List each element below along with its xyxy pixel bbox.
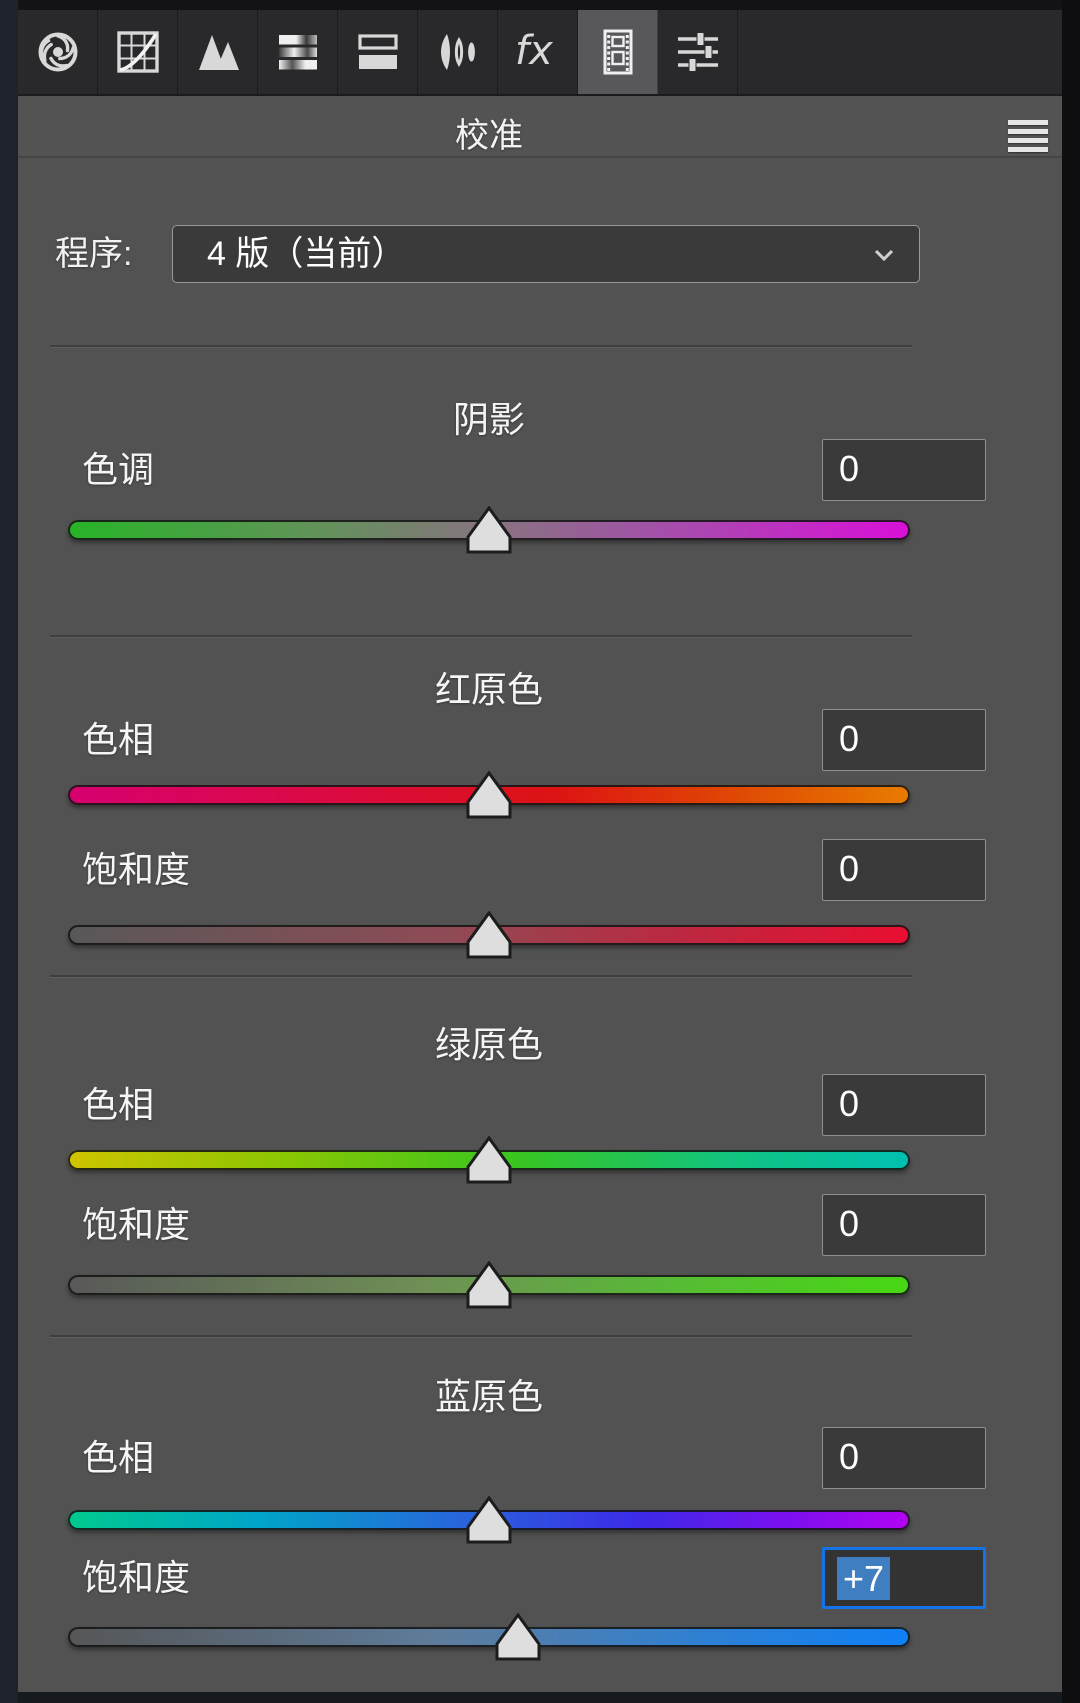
slider-label-red-hue: 色相 bbox=[82, 719, 155, 760]
slider-label-tint: 色调 bbox=[82, 449, 155, 490]
section-divider bbox=[50, 345, 912, 347]
blue-hue-value-field[interactable]: 0 bbox=[822, 1427, 986, 1489]
film-strip-icon bbox=[595, 27, 641, 77]
panel-tabs: fx bbox=[18, 10, 738, 94]
detail-icon bbox=[195, 29, 241, 75]
tab-hsl-grayscale[interactable] bbox=[258, 10, 338, 94]
green-saturation-value-field[interactable]: 0 bbox=[822, 1194, 986, 1256]
panel-title-bar: 校准 bbox=[18, 96, 1062, 158]
panel-toolbar: fx bbox=[18, 10, 1062, 96]
slider-label-green-saturation: 饱和度 bbox=[82, 1204, 191, 1245]
blue-saturation-slider-track[interactable] bbox=[68, 1612, 910, 1661]
aperture-icon bbox=[35, 29, 81, 75]
blue-saturation-slider-thumb[interactable] bbox=[493, 1612, 543, 1661]
red-saturation-value-field[interactable]: 0 bbox=[822, 839, 986, 901]
red-hue-value-field[interactable]: 0 bbox=[822, 709, 986, 771]
tint-value-field[interactable]: 0 bbox=[822, 439, 986, 501]
tab-basic[interactable] bbox=[18, 10, 98, 94]
process-label: 程序: bbox=[55, 235, 133, 273]
process-version-dropdown[interactable]: 4 版（当前） bbox=[172, 225, 920, 283]
fx-icon: fx bbox=[512, 29, 564, 75]
tab-camera-calibration[interactable] bbox=[578, 10, 658, 94]
green-hue-value: 0 bbox=[839, 1083, 860, 1124]
split-toning-icon bbox=[355, 29, 401, 75]
blue-hue-slider-track[interactable] bbox=[68, 1495, 910, 1544]
panel-right-edge bbox=[1062, 0, 1080, 1703]
red-hue-slider-track[interactable] bbox=[68, 770, 910, 819]
green-hue-value-field[interactable]: 0 bbox=[822, 1074, 986, 1136]
slider-label-blue-saturation: 饱和度 bbox=[82, 1557, 191, 1598]
tab-presets[interactable] bbox=[658, 10, 738, 94]
hsl-bars-icon bbox=[275, 29, 321, 75]
green-saturation-slider-track[interactable] bbox=[68, 1260, 910, 1309]
tab-lens-corrections[interactable] bbox=[418, 10, 498, 94]
red-saturation-slider-thumb[interactable] bbox=[464, 910, 514, 959]
section-title-blue-primary: 蓝原色 bbox=[434, 1376, 543, 1417]
process-version-value: 4 版（当前） bbox=[207, 235, 406, 273]
tab-effects[interactable]: fx bbox=[498, 10, 578, 94]
tab-split-toning[interactable] bbox=[338, 10, 418, 94]
blue-saturation-value-field[interactable]: +7 bbox=[822, 1547, 986, 1609]
tab-tone-curve[interactable] bbox=[98, 10, 178, 94]
section-title-red-primary: 红原色 bbox=[434, 669, 543, 710]
tint-value: 0 bbox=[839, 448, 860, 489]
section-divider bbox=[50, 1335, 912, 1337]
tint-slider-thumb[interactable] bbox=[464, 505, 514, 554]
slider-label-red-saturation: 饱和度 bbox=[82, 849, 191, 890]
slider-label-blue-hue: 色相 bbox=[82, 1437, 155, 1478]
toolbar-top-strip bbox=[18, 0, 1062, 10]
blue-hue-value: 0 bbox=[839, 1436, 860, 1477]
calibration-panel: fx bbox=[18, 0, 1062, 1692]
chevron-down-icon bbox=[873, 248, 895, 267]
red-saturation-slider-track[interactable] bbox=[68, 910, 910, 959]
fx-label: fx bbox=[515, 29, 553, 74]
sliders-icon bbox=[675, 29, 721, 75]
tab-detail[interactable] bbox=[178, 10, 258, 94]
section-divider bbox=[50, 975, 912, 977]
green-hue-slider-track[interactable] bbox=[68, 1135, 910, 1184]
green-saturation-value: 0 bbox=[839, 1203, 860, 1244]
lens-icon bbox=[435, 29, 481, 75]
red-hue-value: 0 bbox=[839, 718, 860, 759]
green-saturation-slider-thumb[interactable] bbox=[464, 1260, 514, 1309]
red-saturation-value: 0 bbox=[839, 848, 860, 889]
hamburger-menu-icon[interactable] bbox=[1008, 120, 1048, 152]
slider-label-green-hue: 色相 bbox=[82, 1084, 155, 1125]
section-title-green-primary: 绿原色 bbox=[434, 1024, 543, 1065]
red-hue-slider-thumb[interactable] bbox=[464, 770, 514, 819]
section-title-shadows: 阴影 bbox=[452, 399, 525, 440]
section-divider bbox=[50, 635, 912, 637]
panel-title: 校准 bbox=[455, 117, 523, 155]
blue-hue-slider-thumb[interactable] bbox=[464, 1495, 514, 1544]
tint-slider-track[interactable] bbox=[68, 505, 910, 554]
green-hue-slider-thumb[interactable] bbox=[464, 1135, 514, 1184]
tone-curve-icon bbox=[115, 29, 161, 75]
panel-left-edge bbox=[0, 0, 18, 1703]
blue-saturation-value: +7 bbox=[837, 1557, 891, 1600]
